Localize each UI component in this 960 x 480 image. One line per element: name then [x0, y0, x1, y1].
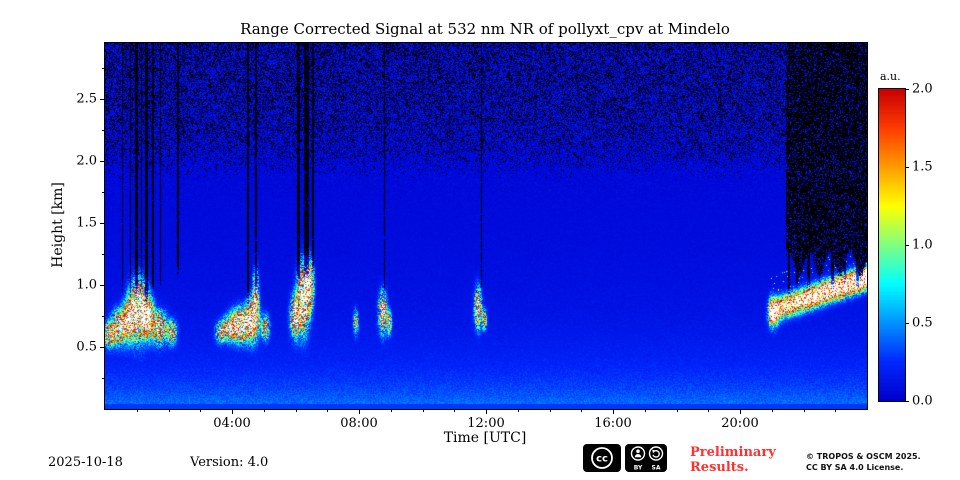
colorbar-tick-label: 1.0 — [912, 237, 933, 253]
x-tick-mark — [359, 409, 360, 414]
x-tick-mark — [232, 409, 233, 414]
y-minor-tick-mark — [102, 315, 105, 317]
x-minor-tick-mark — [581, 409, 583, 412]
x-minor-tick-mark — [676, 409, 678, 412]
y-tick-label: 1.5 — [76, 215, 97, 231]
colorbar-tick-label: 0.0 — [912, 393, 933, 409]
x-tick-label: 08:00 — [340, 416, 378, 431]
x-minor-tick-mark — [771, 409, 773, 412]
colorbar-tick-label: 2.0 — [912, 81, 933, 97]
sa-arrows-icon — [648, 446, 664, 461]
x-tick-label: 12:00 — [467, 416, 505, 431]
sa-label: SA — [652, 465, 661, 472]
preliminary-line2: Results. — [690, 459, 749, 475]
heatmap-canvas — [105, 43, 867, 409]
y-axis-label: Height [km] — [50, 182, 66, 268]
x-minor-tick-mark — [835, 409, 837, 412]
x-minor-tick-mark — [295, 409, 297, 412]
colorbar-unit-label: a.u. — [880, 70, 901, 83]
colorbar-tick-mark — [905, 89, 909, 90]
x-minor-tick-mark — [549, 409, 551, 412]
y-tick-mark — [100, 222, 105, 224]
colorbar-tick-label: 1.5 — [912, 159, 933, 175]
y-tick-mark — [100, 160, 105, 162]
x-axis-label: Time [UTC] — [443, 430, 527, 446]
y-tick-mark — [100, 98, 105, 100]
plot-area: 04:00 08:00 12:00 16:00 20:00 0.5 1.0 1.5 2.0 2.5 — [76, 42, 868, 431]
svg-text:cc: cc — [596, 454, 608, 465]
x-minor-tick-mark — [327, 409, 329, 412]
colorbar-tick-mark — [905, 245, 909, 246]
x-minor-tick-mark — [454, 409, 456, 412]
x-tick-mark — [740, 409, 741, 414]
x-minor-tick-mark — [390, 409, 392, 412]
y-tick-label: 2.0 — [76, 153, 97, 169]
y-tick-label: 1.0 — [76, 277, 97, 293]
x-tick-label: 20:00 — [721, 416, 759, 431]
colorbar-tick-mark — [905, 323, 909, 324]
y-minor-tick-mark — [102, 67, 105, 69]
colorbar-tick-label: 0.5 — [912, 315, 933, 331]
x-tick-mark — [486, 409, 487, 414]
x-tick-label: 16:00 — [594, 416, 632, 431]
cc-by-sa-badge: cc BY SA — [583, 444, 667, 472]
y-minor-tick-mark — [102, 129, 105, 131]
x-tick-label: 04:00 — [213, 416, 251, 431]
x-minor-tick-mark — [644, 409, 646, 412]
x-minor-tick-mark — [200, 409, 202, 412]
copyright-line1: © TROPOS & OSCM 2025. — [806, 452, 921, 461]
x-minor-tick-mark — [136, 409, 138, 412]
x-minor-tick-mark — [422, 409, 424, 412]
measurement-date: 2025-10-18 — [48, 455, 123, 470]
y-tick-label: 2.5 — [76, 91, 97, 107]
by-person-icon — [630, 446, 646, 461]
copyright-note: © TROPOS & OSCM 2025. CC BY SA 4.0 Licen… — [806, 452, 921, 474]
chart-title: Range Corrected Signal at 532 nm NR of p… — [240, 20, 730, 38]
copyright-line2: CC BY SA 4.0 License. — [806, 462, 904, 472]
version-label: Version: 4.0 — [190, 455, 269, 470]
y-tick-mark — [100, 284, 105, 286]
preliminary-line1: Preliminary — [690, 445, 776, 460]
x-minor-tick-mark — [168, 409, 170, 412]
x-minor-tick-mark — [803, 409, 805, 412]
x-minor-tick-mark — [517, 409, 519, 412]
x-minor-tick-mark — [263, 409, 265, 412]
cc-icon: cc — [591, 447, 613, 469]
x-tick-mark — [613, 409, 614, 414]
y-minor-tick-mark — [102, 377, 105, 379]
y-minor-tick-mark — [102, 253, 105, 255]
colorbar-tick-mark — [905, 401, 909, 402]
preliminary-results-note: Preliminary Results. — [690, 445, 776, 476]
colorbar: 0.0 0.5 1.0 1.5 2.0 — [878, 82, 933, 409]
colorbar-tick-mark — [905, 167, 909, 168]
y-minor-tick-mark — [102, 191, 105, 193]
y-tick-mark — [100, 346, 105, 348]
x-minor-tick-mark — [708, 409, 710, 412]
by-label: BY — [634, 465, 643, 472]
colorbar-canvas — [879, 89, 905, 401]
y-tick-label: 0.5 — [76, 339, 97, 355]
